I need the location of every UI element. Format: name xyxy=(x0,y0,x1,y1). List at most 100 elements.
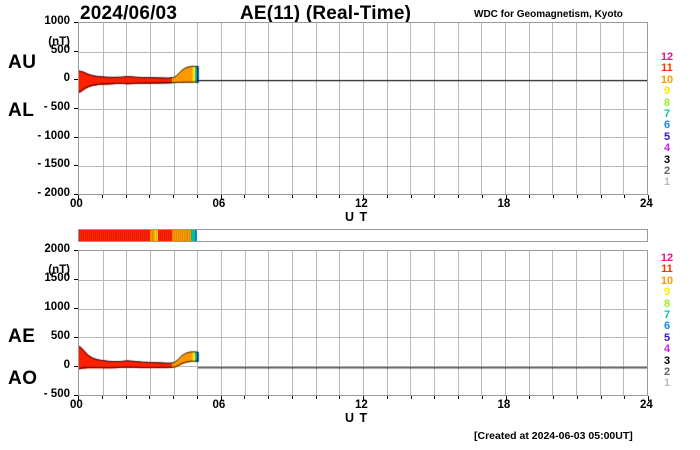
x-tick-mark xyxy=(316,396,317,399)
activity-striation xyxy=(159,230,161,241)
activity-striation xyxy=(140,230,142,241)
x-tick-mark xyxy=(102,195,103,198)
activity-striation xyxy=(98,230,100,241)
trace-top xyxy=(79,23,647,194)
activity-segment xyxy=(172,230,192,241)
activity-striation xyxy=(175,230,177,241)
label-au: AU xyxy=(8,52,37,73)
page-title-date: 2024/06/03 xyxy=(80,3,178,24)
x-tick-mark xyxy=(529,195,530,198)
y-tick-label: - 500 xyxy=(43,388,70,400)
legend-entry: 4 xyxy=(663,142,671,155)
x-tick-mark xyxy=(126,195,127,198)
x-tick-mark xyxy=(149,396,150,399)
activity-striation xyxy=(171,230,173,241)
activity-segment xyxy=(153,230,159,241)
x-tick-label: 06 xyxy=(212,399,226,411)
x-ticks-top xyxy=(78,195,649,200)
legend-entry: 8 xyxy=(663,96,671,109)
activity-striation xyxy=(150,230,151,241)
y-axis-unit: (nT) xyxy=(48,36,70,48)
x-axis-title-top: U T xyxy=(345,210,369,224)
y-tick-mark xyxy=(74,50,78,52)
x-tick-label: 12 xyxy=(355,198,368,210)
activity-striation xyxy=(110,230,112,241)
activity-striation xyxy=(118,230,120,241)
activity-striation xyxy=(191,230,193,241)
activity-striation xyxy=(167,230,169,241)
x-tick-mark xyxy=(316,195,317,198)
x-tick-label: 18 xyxy=(497,198,511,210)
x-tick-label: 24 xyxy=(640,198,653,210)
x-ticks-bottom xyxy=(78,396,649,401)
y-tick-mark xyxy=(74,194,78,195)
legend-entry: 8 xyxy=(663,297,671,310)
x-tick-mark xyxy=(268,195,269,198)
activity-striation xyxy=(84,230,86,241)
activity-striation xyxy=(79,230,80,241)
y-tick-label: - 1000 xyxy=(37,129,70,142)
activity-striation xyxy=(112,230,114,241)
activity-striation xyxy=(195,230,197,241)
activity-striation xyxy=(100,230,102,241)
y-tick-label: 1000 xyxy=(44,301,70,313)
y-tick-mark xyxy=(74,279,78,280)
y-tick-mark xyxy=(74,79,78,81)
activity-segment xyxy=(150,230,154,241)
x-tick-label: 00 xyxy=(70,399,83,411)
activity-segment xyxy=(79,230,150,241)
legend-entry: 11 xyxy=(661,263,673,276)
x-tick-mark xyxy=(458,396,459,399)
activity-striation xyxy=(88,230,90,241)
activity-striation xyxy=(104,230,106,241)
x-tick-mark xyxy=(434,396,435,399)
footer-timestamp: [Created at 2024-06-03 05:00UT] xyxy=(474,430,633,442)
page-title: AE(11) (Real-Time) xyxy=(240,3,412,24)
legend-entry: 5 xyxy=(663,331,671,344)
legend-top: 12 11 10 9 8 7 6 5 4 3 2 1 xyxy=(652,51,682,189)
activity-striation xyxy=(102,230,104,241)
activity-striation xyxy=(165,230,167,241)
y-tick-mark xyxy=(74,366,78,367)
y-tick-mark xyxy=(74,22,78,23)
legend-entry: 3 xyxy=(663,153,671,166)
legend-entry: 12 xyxy=(660,51,674,63)
x-tick-mark xyxy=(577,195,578,198)
y-axis-unit: (nT) xyxy=(48,264,70,276)
x-tick-mark xyxy=(292,396,293,399)
activity-striation xyxy=(136,230,138,241)
activity-striation xyxy=(120,230,122,241)
legend-entry: 1 xyxy=(663,176,671,189)
activity-striation xyxy=(116,230,118,241)
x-tick-mark xyxy=(339,396,340,399)
x-tick-mark xyxy=(411,396,412,399)
x-tick-label: 24 xyxy=(640,399,653,411)
legend-entry: 7 xyxy=(663,108,671,121)
y-tick-mark xyxy=(74,136,78,138)
y-tick-label: 0 xyxy=(63,359,70,371)
y-tick-label: 1000 xyxy=(44,15,70,27)
activity-striation xyxy=(185,230,187,241)
legend-entry: 6 xyxy=(663,119,671,132)
activity-striation xyxy=(148,230,150,241)
x-tick-mark xyxy=(292,195,293,198)
x-tick-mark xyxy=(387,396,388,399)
activity-striation xyxy=(108,230,110,241)
x-tick-mark xyxy=(173,195,174,198)
x-tick-mark xyxy=(387,195,388,198)
activity-striation xyxy=(132,230,134,241)
x-tick-label: 18 xyxy=(497,399,511,411)
x-tick-mark xyxy=(126,396,127,399)
legend-entry: 12 xyxy=(660,252,674,264)
x-tick-label: 12 xyxy=(355,399,368,411)
activity-colorbar xyxy=(78,229,648,242)
activity-striation xyxy=(161,230,163,241)
chart-bottom-ae-ao xyxy=(78,250,648,396)
activity-striation xyxy=(114,230,116,241)
x-tick-label: 00 xyxy=(70,198,83,210)
activity-striation xyxy=(86,230,88,241)
trace-bottom xyxy=(79,251,647,395)
activity-striation xyxy=(94,230,96,241)
x-tick-mark xyxy=(624,195,625,198)
y-tick-label: 0 xyxy=(63,72,70,85)
